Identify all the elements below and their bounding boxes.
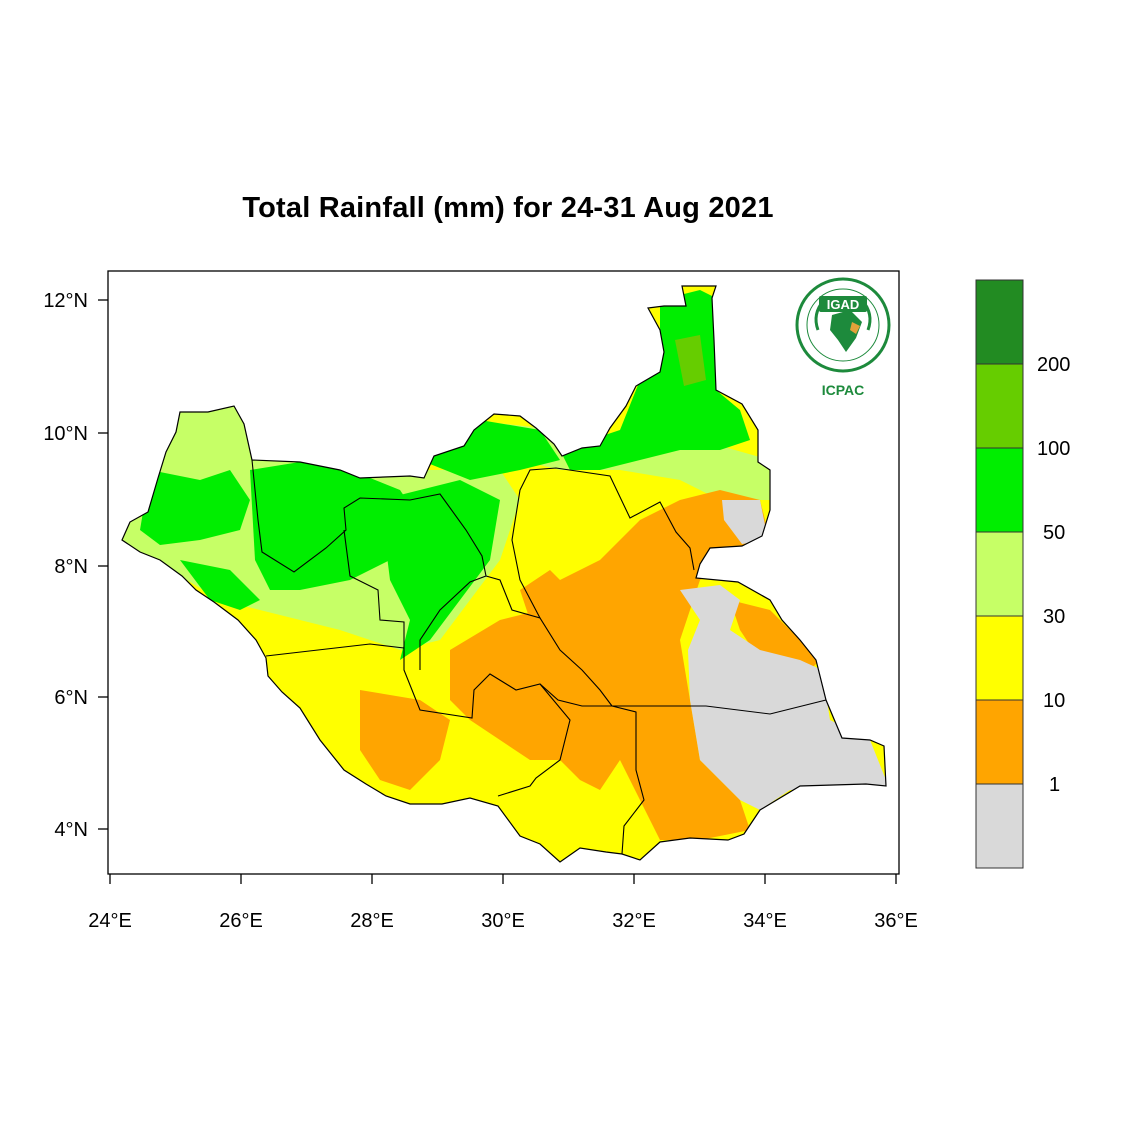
y-tick-label: 8°N — [54, 556, 88, 578]
y-tick-label: 10°N — [43, 423, 88, 445]
x-tick-label: 28°E — [350, 910, 394, 932]
y-tick-label: 4°N — [54, 819, 88, 841]
colorbar-bin — [976, 616, 1023, 700]
colorbar: 200 100 50 30 10 1 — [975, 279, 1070, 869]
y-tick-label: 12°N — [43, 290, 88, 312]
map-title: Total Rainfall (mm) for 24-31 Aug 2021 — [242, 192, 774, 224]
colorbar-bin — [976, 364, 1023, 448]
colorbar-bin — [976, 700, 1023, 784]
igad-logo: IGAD ICPAC — [795, 277, 891, 398]
y-tick-label: 6°N — [54, 687, 88, 709]
colorbar-bin — [976, 280, 1023, 364]
y-axis-ticks — [98, 299, 108, 830]
x-tick-label: 26°E — [219, 910, 263, 932]
x-tick-label: 34°E — [743, 910, 787, 932]
x-axis-ticks — [109, 874, 897, 884]
colorbar-label: 100 — [1037, 438, 1070, 460]
colorbar-label: 200 — [1037, 354, 1070, 376]
colorbar-label: 1 — [1049, 774, 1060, 796]
colorbar-bin — [976, 784, 1023, 868]
x-tick-label: 32°E — [612, 910, 656, 932]
state-borders — [251, 459, 827, 855]
colorbar-bin — [976, 532, 1023, 616]
x-tick-label: 36°E — [874, 910, 918, 932]
colorbar-bin — [976, 448, 1023, 532]
x-tick-label: 24°E — [88, 910, 132, 932]
colorbar-label: 50 — [1043, 522, 1065, 544]
logo-name: IGAD — [827, 297, 860, 312]
colorbar-label: 30 — [1043, 606, 1065, 628]
logo-subtitle: ICPAC — [822, 382, 865, 398]
x-tick-label: 30°E — [481, 910, 525, 932]
africa-map-icon — [830, 310, 862, 352]
colorbar-label: 10 — [1043, 690, 1065, 712]
